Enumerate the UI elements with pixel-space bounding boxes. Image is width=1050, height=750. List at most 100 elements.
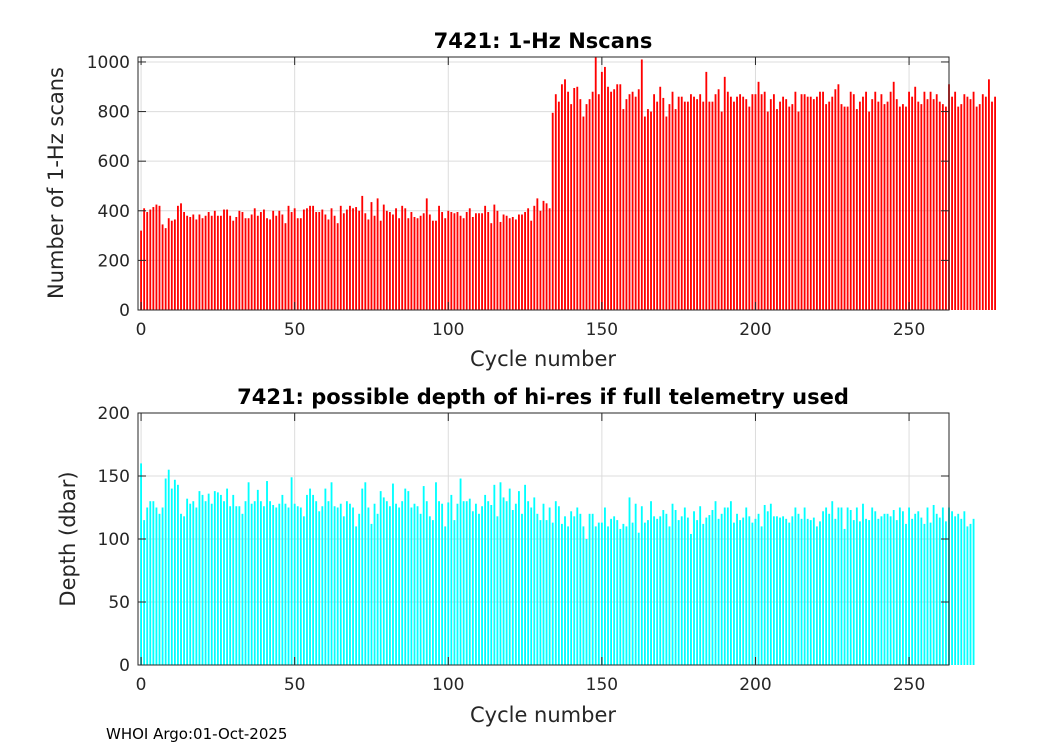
- depth-bar: [960, 518, 963, 665]
- depth-bar: [487, 501, 490, 665]
- depth-bar: [877, 518, 880, 665]
- depth-bar: [309, 488, 311, 665]
- nscans-bar: [220, 215, 222, 310]
- nscans-bar: [988, 79, 990, 310]
- depth-bar: [315, 501, 318, 665]
- depth-bar: [665, 513, 668, 665]
- depth-bar: [966, 526, 969, 665]
- nscans-ytick-label: 400: [98, 202, 130, 222]
- chart-nscans-bars: [140, 57, 996, 311]
- chart-nscans: 0 50 100 150 200 250 0 200 400 600 800 1000 7421: 1…: [44, 29, 996, 371]
- nscans-bar: [803, 94, 806, 311]
- depth-bar: [339, 503, 342, 665]
- depth-bar: [327, 501, 330, 665]
- nscans-bar: [938, 101, 941, 311]
- depth-ytick-label: 150: [98, 467, 130, 487]
- depth-bar: [431, 520, 434, 665]
- depth-bar: [619, 528, 622, 665]
- depth-bar: [963, 511, 966, 665]
- depth-bar: [834, 518, 837, 665]
- nscans-bar: [155, 204, 158, 310]
- nscans-bar: [619, 84, 622, 310]
- depth-bar: [299, 507, 302, 665]
- depth-bar: [828, 513, 831, 665]
- nscans-bar: [330, 208, 333, 310]
- nscans-bar: [923, 91, 926, 310]
- nscans-bar: [726, 91, 729, 310]
- depth-bar: [659, 516, 662, 665]
- nscans-bar: [379, 220, 382, 310]
- nscans-bar: [760, 94, 763, 311]
- chart-depth-bars: [140, 463, 975, 665]
- depth-bar: [843, 528, 846, 665]
- chart-nscans-xlabel: Cycle number: [470, 347, 616, 371]
- nscans-bar: [935, 94, 938, 311]
- depth-bar: [855, 507, 858, 665]
- depth-bar: [776, 516, 778, 665]
- depth-bar: [422, 486, 425, 665]
- depth-bar: [293, 503, 296, 665]
- nscans-bar: [865, 91, 867, 310]
- nscans-bar: [975, 106, 978, 310]
- nscans-bar: [140, 230, 142, 310]
- depth-bar: [941, 507, 944, 665]
- depth-bar: [751, 522, 754, 665]
- depth-bar: [296, 506, 299, 665]
- nscans-bar: [779, 101, 781, 311]
- nscans-bar: [244, 218, 247, 310]
- depth-bar: [640, 506, 643, 665]
- nscans-bar: [499, 221, 502, 310]
- nscans-bar: [846, 106, 849, 310]
- depth-bar: [167, 469, 170, 665]
- depth-bar: [478, 513, 480, 665]
- depth-bar: [330, 482, 333, 665]
- nscans-bar: [502, 214, 505, 310]
- depth-bar: [502, 497, 505, 665]
- depth-bar: [490, 504, 493, 665]
- nscans-bar: [284, 223, 287, 310]
- nscans-bar: [370, 202, 373, 310]
- nscans-bar: [631, 91, 634, 310]
- nscans-bar: [628, 94, 631, 311]
- nscans-bar: [588, 99, 591, 310]
- nscans-bar: [247, 218, 250, 310]
- nscans-bar: [828, 101, 831, 311]
- depth-bar: [902, 511, 904, 665]
- nscans-bar: [582, 116, 585, 310]
- depth-xtick-label: 200: [739, 675, 771, 695]
- depth-bar: [379, 491, 382, 665]
- nscans-bar: [871, 99, 874, 310]
- nscans-bar: [831, 96, 834, 310]
- nscans-bar: [613, 89, 616, 310]
- depth-bar: [352, 507, 354, 665]
- nscans-bar: [822, 91, 824, 310]
- nscans-bar: [401, 205, 404, 310]
- depth-bar: [819, 521, 821, 665]
- nscans-bar: [238, 210, 241, 310]
- chart-depth-xlabel: Cycle number: [470, 703, 616, 727]
- nscans-bar: [782, 96, 785, 310]
- depth-bar: [287, 507, 290, 665]
- depth-bar: [263, 506, 265, 665]
- depth-bar: [760, 526, 763, 665]
- nscans-bar: [886, 101, 889, 311]
- nscans-bar: [471, 216, 474, 310]
- nscans-bar: [213, 210, 216, 310]
- depth-bar: [505, 501, 508, 665]
- depth-bar: [858, 521, 861, 665]
- depth-bar: [794, 507, 797, 665]
- nscans-bar: [858, 101, 861, 311]
- nscans-bar: [705, 71, 708, 310]
- nscans-bar: [250, 214, 253, 310]
- depth-bar: [373, 503, 376, 665]
- depth-bar: [898, 507, 901, 665]
- depth-bar: [557, 506, 560, 665]
- depth-bar: [475, 503, 477, 665]
- nscans-bar: [594, 57, 597, 310]
- depth-bar: [453, 520, 456, 665]
- depth-bar: [822, 511, 824, 665]
- depth-bar: [812, 517, 815, 665]
- nscans-bar: [207, 212, 210, 310]
- nscans-bar: [926, 99, 929, 310]
- depth-bar: [564, 516, 566, 665]
